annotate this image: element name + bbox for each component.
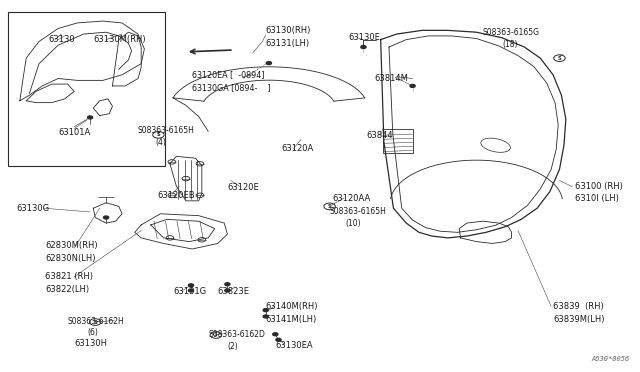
Text: 63822(LH): 63822(LH) — [45, 285, 90, 294]
Text: (18): (18) — [502, 40, 518, 49]
Text: S: S — [214, 333, 218, 337]
Text: 62830N(LH): 62830N(LH) — [45, 254, 96, 263]
Text: 63120E: 63120E — [227, 183, 259, 192]
Text: S08363-6162H: S08363-6162H — [68, 317, 125, 326]
Text: S08363-6165H: S08363-6165H — [330, 208, 387, 217]
Text: 63130GA [0894-    ]: 63130GA [0894- ] — [192, 83, 271, 92]
Text: 63823E: 63823E — [218, 287, 250, 296]
Text: 6310I (LH): 6310I (LH) — [575, 195, 620, 203]
Text: 63130G: 63130G — [17, 204, 50, 213]
Text: S: S — [93, 320, 97, 324]
Text: 63844: 63844 — [366, 131, 392, 141]
Text: 63101A: 63101A — [58, 128, 90, 137]
Text: (10): (10) — [346, 219, 361, 228]
Circle shape — [225, 283, 230, 286]
Text: 63100 (RH): 63100 (RH) — [575, 182, 623, 190]
Bar — [383, 129, 413, 153]
Text: 63814M: 63814M — [374, 74, 408, 83]
Circle shape — [263, 309, 268, 312]
Circle shape — [266, 62, 271, 65]
Text: 63130H: 63130H — [74, 339, 107, 348]
Circle shape — [88, 116, 93, 119]
Text: 63131(LH): 63131(LH) — [266, 39, 310, 48]
Circle shape — [188, 289, 193, 292]
Text: 63130M(RH): 63130M(RH) — [93, 35, 146, 44]
Text: S: S — [557, 56, 561, 61]
Text: 63141M(LH): 63141M(LH) — [266, 315, 317, 324]
Text: S: S — [157, 132, 160, 137]
Text: S08363-6165G: S08363-6165G — [483, 28, 540, 37]
Text: 63120EA [  -0894]: 63120EA [ -0894] — [192, 70, 265, 79]
Circle shape — [410, 84, 415, 87]
Text: 63130(RH): 63130(RH) — [266, 26, 311, 35]
Circle shape — [273, 333, 278, 336]
Text: S08363-6162D: S08363-6162D — [208, 330, 265, 339]
Text: (6): (6) — [87, 328, 98, 337]
Text: S08363-6165H: S08363-6165H — [138, 126, 195, 135]
Text: 63140M(RH): 63140M(RH) — [266, 302, 318, 311]
Text: S: S — [328, 204, 332, 209]
Circle shape — [361, 45, 366, 48]
Text: 62830M(RH): 62830M(RH) — [45, 241, 98, 250]
Text: 63130: 63130 — [49, 35, 76, 44]
Text: 63839  (RH): 63839 (RH) — [553, 302, 604, 311]
Text: 63130EA: 63130EA — [275, 341, 313, 350]
Text: (2): (2) — [227, 341, 238, 350]
Circle shape — [276, 338, 281, 341]
Circle shape — [104, 216, 109, 219]
Text: 63130E: 63130E — [349, 33, 381, 42]
Circle shape — [225, 289, 230, 292]
Text: (4): (4) — [156, 138, 166, 147]
Text: 63120EB: 63120EB — [157, 191, 195, 200]
Circle shape — [188, 284, 193, 287]
Text: 63821 (RH): 63821 (RH) — [45, 272, 93, 281]
Text: 63120AA: 63120AA — [333, 195, 371, 203]
Text: 63120A: 63120A — [282, 144, 314, 153]
Text: A630*0056: A630*0056 — [591, 356, 630, 362]
Circle shape — [263, 315, 268, 318]
Bar — [8, 12, 165, 166]
Text: 63839M(LH): 63839M(LH) — [553, 315, 605, 324]
Text: 63131G: 63131G — [173, 287, 206, 296]
